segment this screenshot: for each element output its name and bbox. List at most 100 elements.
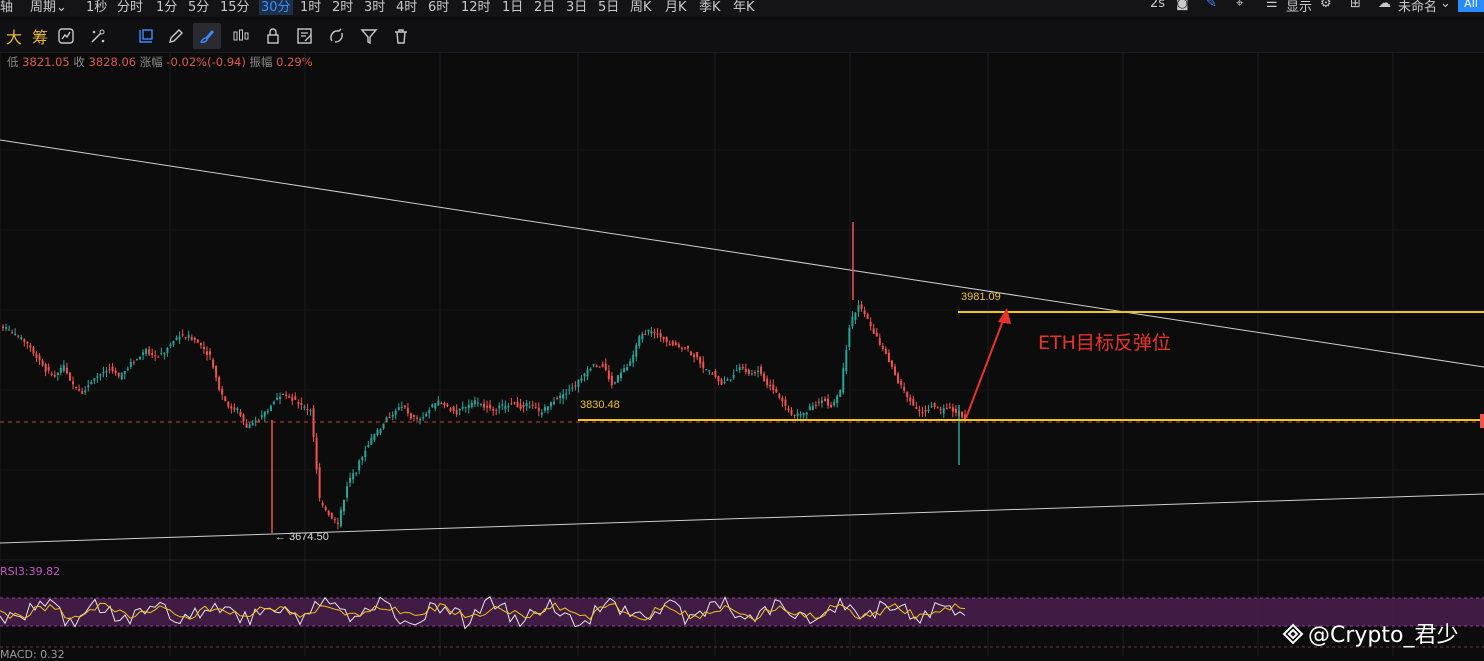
period-21[interactable]: 年K [733, 0, 755, 15]
magnet-icon[interactable] [323, 23, 351, 49]
rsi-line-slow [0, 602, 966, 622]
filter-icon[interactable] [355, 23, 383, 49]
period-7[interactable]: 30分 [259, 0, 293, 15]
lock-icon[interactable] [259, 23, 287, 49]
candle-body [674, 342, 677, 346]
candle-body [318, 467, 321, 499]
low-price-label: ← 3674.50 [275, 531, 329, 543]
candle-body [854, 312, 857, 320]
settings-icon[interactable]: ⚙ [1320, 0, 1332, 11]
candle-body [903, 386, 906, 391]
period-15[interactable]: 2日 [534, 0, 556, 15]
candle-body [592, 363, 595, 366]
candle-body [817, 401, 820, 403]
candle-body [184, 337, 187, 339]
target-arrow-head [998, 308, 1011, 324]
drawing-toolbar: 大筹 [0, 20, 1484, 53]
period-16[interactable]: 3日 [566, 0, 588, 15]
crosshair-icon[interactable]: ⌖ [1236, 0, 1244, 11]
candle-body [741, 366, 744, 369]
candle-body [811, 405, 814, 411]
candle-body [735, 370, 738, 372]
candle-body [635, 345, 638, 357]
period-10[interactable]: 3时 [364, 0, 386, 15]
candle-body [848, 327, 851, 348]
candle-body [626, 367, 629, 371]
period-19[interactable]: 月K [665, 0, 687, 15]
candle-body [190, 337, 193, 340]
note-icon[interactable] [291, 23, 319, 49]
draw-brush-icon[interactable] [193, 23, 221, 49]
layout-icon[interactable]: ⊞ [1350, 0, 1361, 11]
display-button[interactable]: 显示 [1286, 0, 1313, 15]
candle-body [78, 389, 81, 391]
period-4[interactable]: 1分 [156, 0, 178, 15]
candle-body [282, 393, 285, 395]
chevron-down-icon[interactable]: ⌄ [1440, 0, 1451, 11]
candle-body [571, 387, 574, 389]
period-3[interactable]: 分时 [117, 0, 144, 15]
candle-body [245, 423, 248, 428]
layout-name[interactable]: 未命名 [1398, 0, 1438, 15]
candle-body [936, 407, 939, 409]
period-5[interactable]: 5分 [188, 0, 210, 15]
candle-body [610, 375, 613, 386]
candle-body [419, 418, 422, 421]
big-text-tool[interactable]: 大 [5, 28, 22, 47]
all-badge[interactable]: All [1458, 0, 1484, 12]
candle-body [230, 406, 233, 409]
chip-tool[interactable]: 筹 [31, 28, 48, 47]
indicator-icon[interactable] [52, 23, 80, 49]
candle-body [145, 349, 148, 354]
trash-icon[interactable] [387, 23, 415, 49]
rsi-band [0, 598, 1484, 626]
candle-body [878, 338, 881, 345]
period-6[interactable]: 15分 [220, 0, 250, 15]
upper-trendline [0, 139, 1484, 368]
candle-body [11, 332, 14, 334]
candle-body [236, 408, 239, 411]
candle-body [135, 359, 138, 361]
period-11[interactable]: 4时 [396, 0, 418, 15]
candle-body [486, 405, 489, 408]
candle-body [129, 361, 132, 367]
candle-body [629, 361, 632, 366]
candle-body [470, 402, 473, 408]
candle-body [32, 347, 35, 354]
candle-body [495, 409, 498, 411]
target-annotation: ETH目标反弹位 [1038, 332, 1171, 354]
period-13[interactable]: 12时 [461, 0, 491, 15]
candle-body [336, 522, 339, 524]
candle-body [14, 333, 17, 336]
camera-icon[interactable]: ◙ [1176, 0, 1189, 11]
pen-icon[interactable] [162, 23, 190, 49]
candle-body [842, 368, 845, 393]
drawing-tools-icon[interactable] [84, 23, 112, 49]
period-2[interactable]: 1秒 [86, 0, 108, 15]
candles-icon[interactable] [227, 23, 255, 49]
select-icon[interactable] [132, 23, 160, 49]
menu-icon[interactable]: ☰ [1266, 0, 1278, 11]
period-8[interactable]: 1时 [300, 0, 322, 15]
lower-trendline [0, 493, 1484, 544]
candle-body [647, 329, 650, 332]
candle-body [872, 328, 875, 334]
period-17[interactable]: 5日 [598, 0, 620, 15]
period-0[interactable]: 轴 [0, 0, 14, 15]
period-20[interactable]: 季K [699, 0, 721, 15]
period-9[interactable]: 2时 [332, 0, 354, 15]
period-1[interactable]: 周期⌄ [30, 0, 67, 15]
candle-body [272, 401, 275, 404]
cloud-icon[interactable]: ☁ [1378, 0, 1391, 11]
candle-body [306, 409, 309, 411]
period-14[interactable]: 1日 [502, 0, 524, 15]
period-18[interactable]: 周K [630, 0, 652, 15]
period-12[interactable]: 6时 [428, 0, 450, 15]
refresh-interval[interactable]: 2s [1150, 0, 1166, 11]
binance-logo-icon [1282, 623, 1304, 645]
candle-body [714, 370, 717, 377]
draw-icon[interactable]: ✎ [1206, 0, 1217, 11]
candle-body [757, 370, 760, 373]
candle-body [312, 408, 315, 438]
